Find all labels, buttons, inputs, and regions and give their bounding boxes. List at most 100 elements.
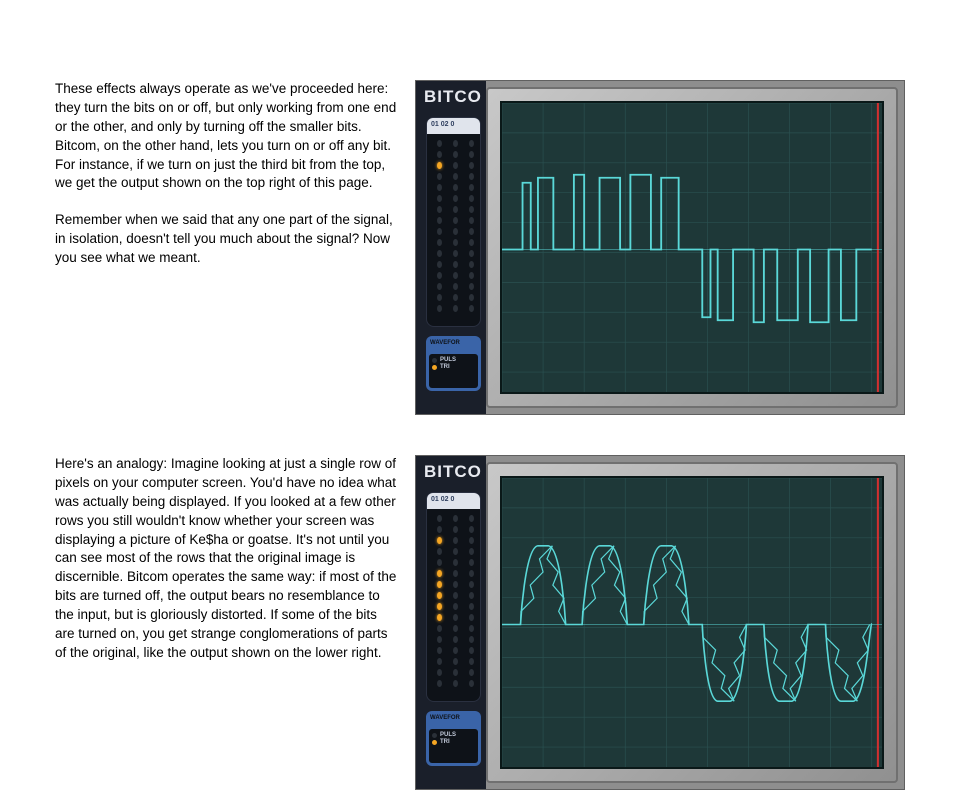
bit-dot[interactable] bbox=[469, 647, 474, 654]
bit-dot[interactable] bbox=[469, 272, 474, 279]
waveform-option-tri[interactable]: TRI bbox=[432, 739, 475, 745]
bit-dot[interactable] bbox=[453, 526, 458, 533]
bit-dot[interactable] bbox=[437, 603, 442, 610]
bit-dot[interactable] bbox=[469, 515, 474, 522]
bit-dot[interactable] bbox=[437, 548, 442, 555]
bit-dot[interactable] bbox=[469, 559, 474, 566]
bit-dot[interactable] bbox=[453, 636, 458, 643]
bit-dot[interactable] bbox=[437, 173, 442, 180]
bit-dot[interactable] bbox=[453, 228, 458, 235]
bit-dot[interactable] bbox=[453, 305, 458, 312]
bit-dot[interactable] bbox=[437, 537, 442, 544]
waveform-option-tri[interactable]: TRI bbox=[432, 364, 475, 370]
bit-dot[interactable] bbox=[437, 647, 442, 654]
bit-dot[interactable] bbox=[453, 570, 458, 577]
bit-dot[interactable] bbox=[469, 658, 474, 665]
bit-dot[interactable] bbox=[437, 294, 442, 301]
waveform-option-pulse[interactable]: PULS bbox=[432, 732, 475, 738]
bit-dot[interactable] bbox=[453, 272, 458, 279]
bit-dot[interactable] bbox=[453, 140, 458, 147]
bit-dot[interactable] bbox=[469, 184, 474, 191]
bit-dot[interactable] bbox=[453, 250, 458, 257]
bit-dot[interactable] bbox=[437, 261, 442, 268]
bit-dot[interactable] bbox=[453, 548, 458, 555]
bit-dot[interactable] bbox=[437, 272, 442, 279]
bit-dot[interactable] bbox=[469, 162, 474, 169]
bit-dot[interactable] bbox=[469, 614, 474, 621]
bit-dot[interactable] bbox=[453, 537, 458, 544]
bit-dot[interactable] bbox=[453, 261, 458, 268]
bit-dot[interactable] bbox=[453, 294, 458, 301]
bit-dot[interactable] bbox=[437, 305, 442, 312]
bit-dot[interactable] bbox=[469, 603, 474, 610]
bit-dot[interactable] bbox=[437, 526, 442, 533]
bit-dot[interactable] bbox=[437, 614, 442, 621]
bit-dot[interactable] bbox=[469, 228, 474, 235]
bit-dot[interactable] bbox=[437, 658, 442, 665]
bit-dot[interactable] bbox=[469, 570, 474, 577]
bit-dot[interactable] bbox=[437, 140, 442, 147]
bit-dot[interactable] bbox=[453, 239, 458, 246]
bit-dot[interactable] bbox=[453, 592, 458, 599]
bit-dot[interactable] bbox=[469, 261, 474, 268]
bit-dot[interactable] bbox=[469, 548, 474, 555]
bit-dot[interactable] bbox=[437, 162, 442, 169]
bit-dot[interactable] bbox=[469, 239, 474, 246]
bit-dot[interactable] bbox=[469, 305, 474, 312]
bit-dot[interactable] bbox=[437, 239, 442, 246]
bit-dot[interactable] bbox=[437, 184, 442, 191]
bit-dot[interactable] bbox=[469, 636, 474, 643]
bit-dot[interactable] bbox=[453, 669, 458, 676]
bit-dot[interactable] bbox=[469, 680, 474, 687]
bit-dot[interactable] bbox=[469, 592, 474, 599]
bit-dot[interactable] bbox=[469, 669, 474, 676]
bit-dot[interactable] bbox=[453, 581, 458, 588]
bit-dot[interactable] bbox=[453, 647, 458, 654]
bit-dot[interactable] bbox=[437, 206, 442, 213]
bit-dot[interactable] bbox=[453, 195, 458, 202]
bit-dot[interactable] bbox=[437, 228, 442, 235]
bit-dot[interactable] bbox=[469, 151, 474, 158]
bit-dot[interactable] bbox=[453, 206, 458, 213]
bit-dot[interactable] bbox=[469, 294, 474, 301]
bit-dot[interactable] bbox=[453, 184, 458, 191]
bit-dot[interactable] bbox=[469, 625, 474, 632]
bit-dot[interactable] bbox=[469, 537, 474, 544]
bit-dot[interactable] bbox=[437, 283, 442, 290]
bit-dot[interactable] bbox=[453, 151, 458, 158]
bit-dot[interactable] bbox=[453, 283, 458, 290]
bit-dot[interactable] bbox=[437, 151, 442, 158]
bit-dot[interactable] bbox=[453, 603, 458, 610]
bit-dot[interactable] bbox=[469, 173, 474, 180]
bit-dot[interactable] bbox=[453, 173, 458, 180]
bit-dot[interactable] bbox=[453, 614, 458, 621]
bit-dot[interactable] bbox=[437, 195, 442, 202]
bit-dot[interactable] bbox=[437, 669, 442, 676]
bit-dot[interactable] bbox=[453, 625, 458, 632]
bit-dot[interactable] bbox=[437, 625, 442, 632]
bit-dot[interactable] bbox=[437, 217, 442, 224]
bit-dot[interactable] bbox=[437, 680, 442, 687]
bit-dot[interactable] bbox=[437, 515, 442, 522]
bit-dot[interactable] bbox=[453, 658, 458, 665]
bit-dot[interactable] bbox=[469, 250, 474, 257]
bit-dot[interactable] bbox=[453, 217, 458, 224]
bit-dot[interactable] bbox=[437, 592, 442, 599]
bit-dot[interactable] bbox=[453, 515, 458, 522]
bit-dot[interactable] bbox=[469, 217, 474, 224]
bit-dot[interactable] bbox=[469, 195, 474, 202]
bit-dot[interactable] bbox=[469, 206, 474, 213]
bit-dot[interactable] bbox=[453, 559, 458, 566]
waveform-option-pulse[interactable]: PULS bbox=[432, 357, 475, 363]
bit-dot[interactable] bbox=[437, 636, 442, 643]
bit-dot[interactable] bbox=[469, 526, 474, 533]
bit-dot[interactable] bbox=[437, 570, 442, 577]
bit-dot[interactable] bbox=[453, 680, 458, 687]
bit-dot[interactable] bbox=[469, 283, 474, 290]
bit-dot[interactable] bbox=[469, 581, 474, 588]
bit-dot[interactable] bbox=[453, 162, 458, 169]
bit-dot[interactable] bbox=[437, 559, 442, 566]
bit-dot[interactable] bbox=[437, 581, 442, 588]
bit-dot[interactable] bbox=[469, 140, 474, 147]
bit-dot[interactable] bbox=[437, 250, 442, 257]
